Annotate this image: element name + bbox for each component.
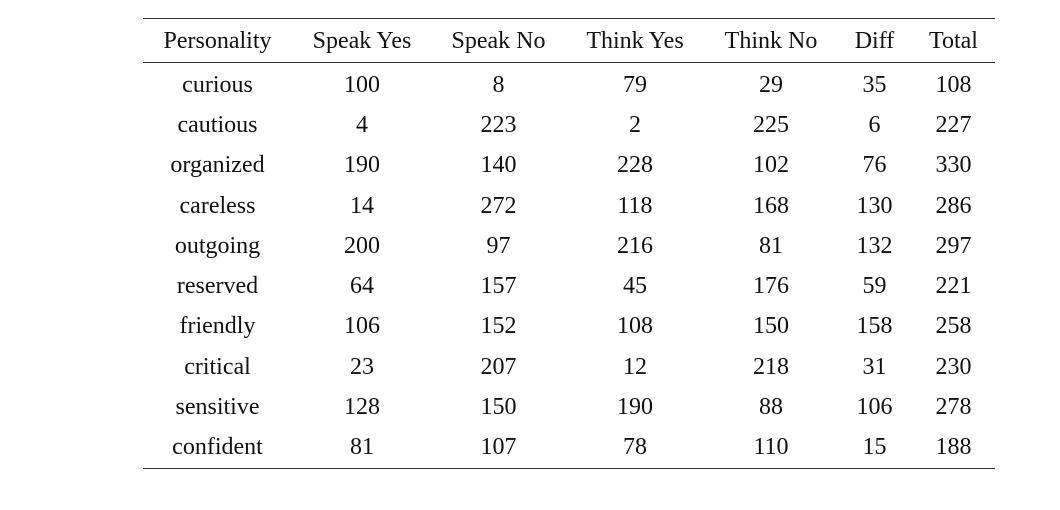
table-row: sensitive 128 150 190 88 106 278 [143, 387, 995, 427]
column-header: Think Yes [586, 27, 684, 54]
value-cell: 176 [753, 273, 789, 300]
value-cell: 81 [350, 434, 374, 461]
value-cell: 230 [935, 353, 972, 380]
value-cell: 108 [617, 313, 653, 340]
personality-label-cell: careless [179, 192, 256, 219]
value-cell: 6 [868, 111, 881, 138]
value-cell: 218 [753, 353, 789, 380]
value-cell: 23 [350, 353, 374, 380]
value-cell: 330 [935, 152, 972, 179]
value-cell: 2 [629, 111, 641, 138]
table-header: Personality Speak Yes Speak No Think Yes Thi… [143, 18, 995, 63]
table-row: friendly 106 152 108 150 158 258 [143, 307, 995, 347]
column-header: Think No [724, 27, 818, 54]
value-cell: 107 [480, 434, 517, 461]
value-cell: 140 [480, 152, 517, 179]
personality-label-cell: friendly [179, 313, 256, 340]
value-cell: 297 [935, 232, 972, 259]
table-row: reserved 64 157 45 176 59 221 [143, 266, 995, 306]
column-header: Diff [854, 27, 895, 54]
personality-label-cell: confident [172, 434, 263, 461]
value-cell: 97 [486, 232, 511, 259]
value-cell: 158 [856, 313, 893, 340]
column-header: Total [929, 27, 978, 54]
value-cell: 225 [753, 111, 789, 138]
column-header: Personality [163, 27, 272, 54]
personality-label-cell: critical [184, 353, 251, 380]
value-cell: 106 [344, 313, 380, 340]
value-cell: 59 [862, 273, 887, 300]
value-cell: 200 [344, 232, 380, 259]
value-cell: 190 [617, 394, 653, 421]
value-cell: 88 [759, 394, 783, 421]
personality-table: Personality Speak Yes Speak No Think Yes Thi… [143, 18, 995, 469]
table-row: cautious 4 223 2 225 6 227 [143, 105, 995, 145]
value-cell: 286 [935, 192, 972, 219]
value-cell: 108 [935, 71, 972, 98]
personality-label-cell: sensitive [175, 394, 260, 421]
value-cell: 81 [759, 232, 783, 259]
value-cell: 157 [480, 273, 517, 300]
value-cell: 79 [623, 71, 647, 98]
value-cell: 12 [623, 353, 647, 380]
value-cell: 216 [617, 232, 653, 259]
value-cell: 223 [480, 111, 517, 138]
personality-label-cell: organized [170, 152, 265, 179]
personality-label-cell: cautious [177, 111, 258, 138]
value-cell: 110 [753, 434, 789, 461]
table-row: outgoing 200 97 216 81 132 297 [143, 226, 995, 266]
value-cell: 102 [753, 152, 789, 179]
value-cell: 190 [344, 152, 380, 179]
value-cell: 15 [862, 434, 887, 461]
value-cell: 76 [862, 152, 887, 179]
personality-table-container: Personality Speak Yes Speak No Think Yes Thi… [143, 18, 995, 469]
column-header: Speak No [451, 27, 546, 54]
value-cell: 188 [935, 434, 972, 461]
table-body: curious 100 8 79 29 35 108 cautious 4 223 2 225 6 227… [143, 63, 995, 469]
value-cell: 78 [623, 434, 647, 461]
value-cell: 8 [492, 71, 505, 98]
table-row: confident 81 107 78 110 15 188 [143, 428, 995, 469]
value-cell: 4 [356, 111, 368, 138]
personality-label-cell: reserved [176, 273, 259, 300]
value-cell: 228 [617, 152, 653, 179]
value-cell: 150 [753, 313, 789, 340]
value-cell: 278 [935, 394, 972, 421]
value-cell: 258 [935, 313, 972, 340]
personality-label-cell: outgoing [174, 232, 261, 259]
value-cell: 35 [862, 71, 887, 98]
table-row: organized 190 140 228 102 76 330 [143, 146, 995, 186]
value-cell: 31 [862, 353, 887, 380]
value-cell: 118 [617, 192, 653, 219]
table-row: careless 14 272 118 168 130 286 [143, 186, 995, 226]
table-row: curious 100 8 79 29 35 108 [143, 63, 995, 106]
personality-label-cell: curious [182, 71, 253, 98]
value-cell: 14 [350, 192, 374, 219]
value-cell: 29 [759, 71, 783, 98]
header-row: Personality Speak Yes Speak No Think Yes Thi… [143, 18, 995, 63]
value-cell: 106 [856, 394, 893, 421]
value-cell: 130 [856, 192, 893, 219]
value-cell: 128 [344, 394, 380, 421]
value-cell: 152 [480, 313, 517, 340]
value-cell: 272 [480, 192, 517, 219]
column-header: Speak Yes [312, 27, 412, 54]
value-cell: 45 [623, 273, 647, 300]
value-cell: 132 [856, 232, 893, 259]
value-cell: 150 [480, 394, 517, 421]
value-cell: 221 [935, 273, 972, 300]
value-cell: 100 [344, 71, 380, 98]
table-row: critical 23 207 12 218 31 230 [143, 347, 995, 387]
value-cell: 168 [753, 192, 789, 219]
value-cell: 227 [935, 111, 972, 138]
value-cell: 64 [350, 273, 374, 300]
value-cell: 207 [480, 353, 517, 380]
